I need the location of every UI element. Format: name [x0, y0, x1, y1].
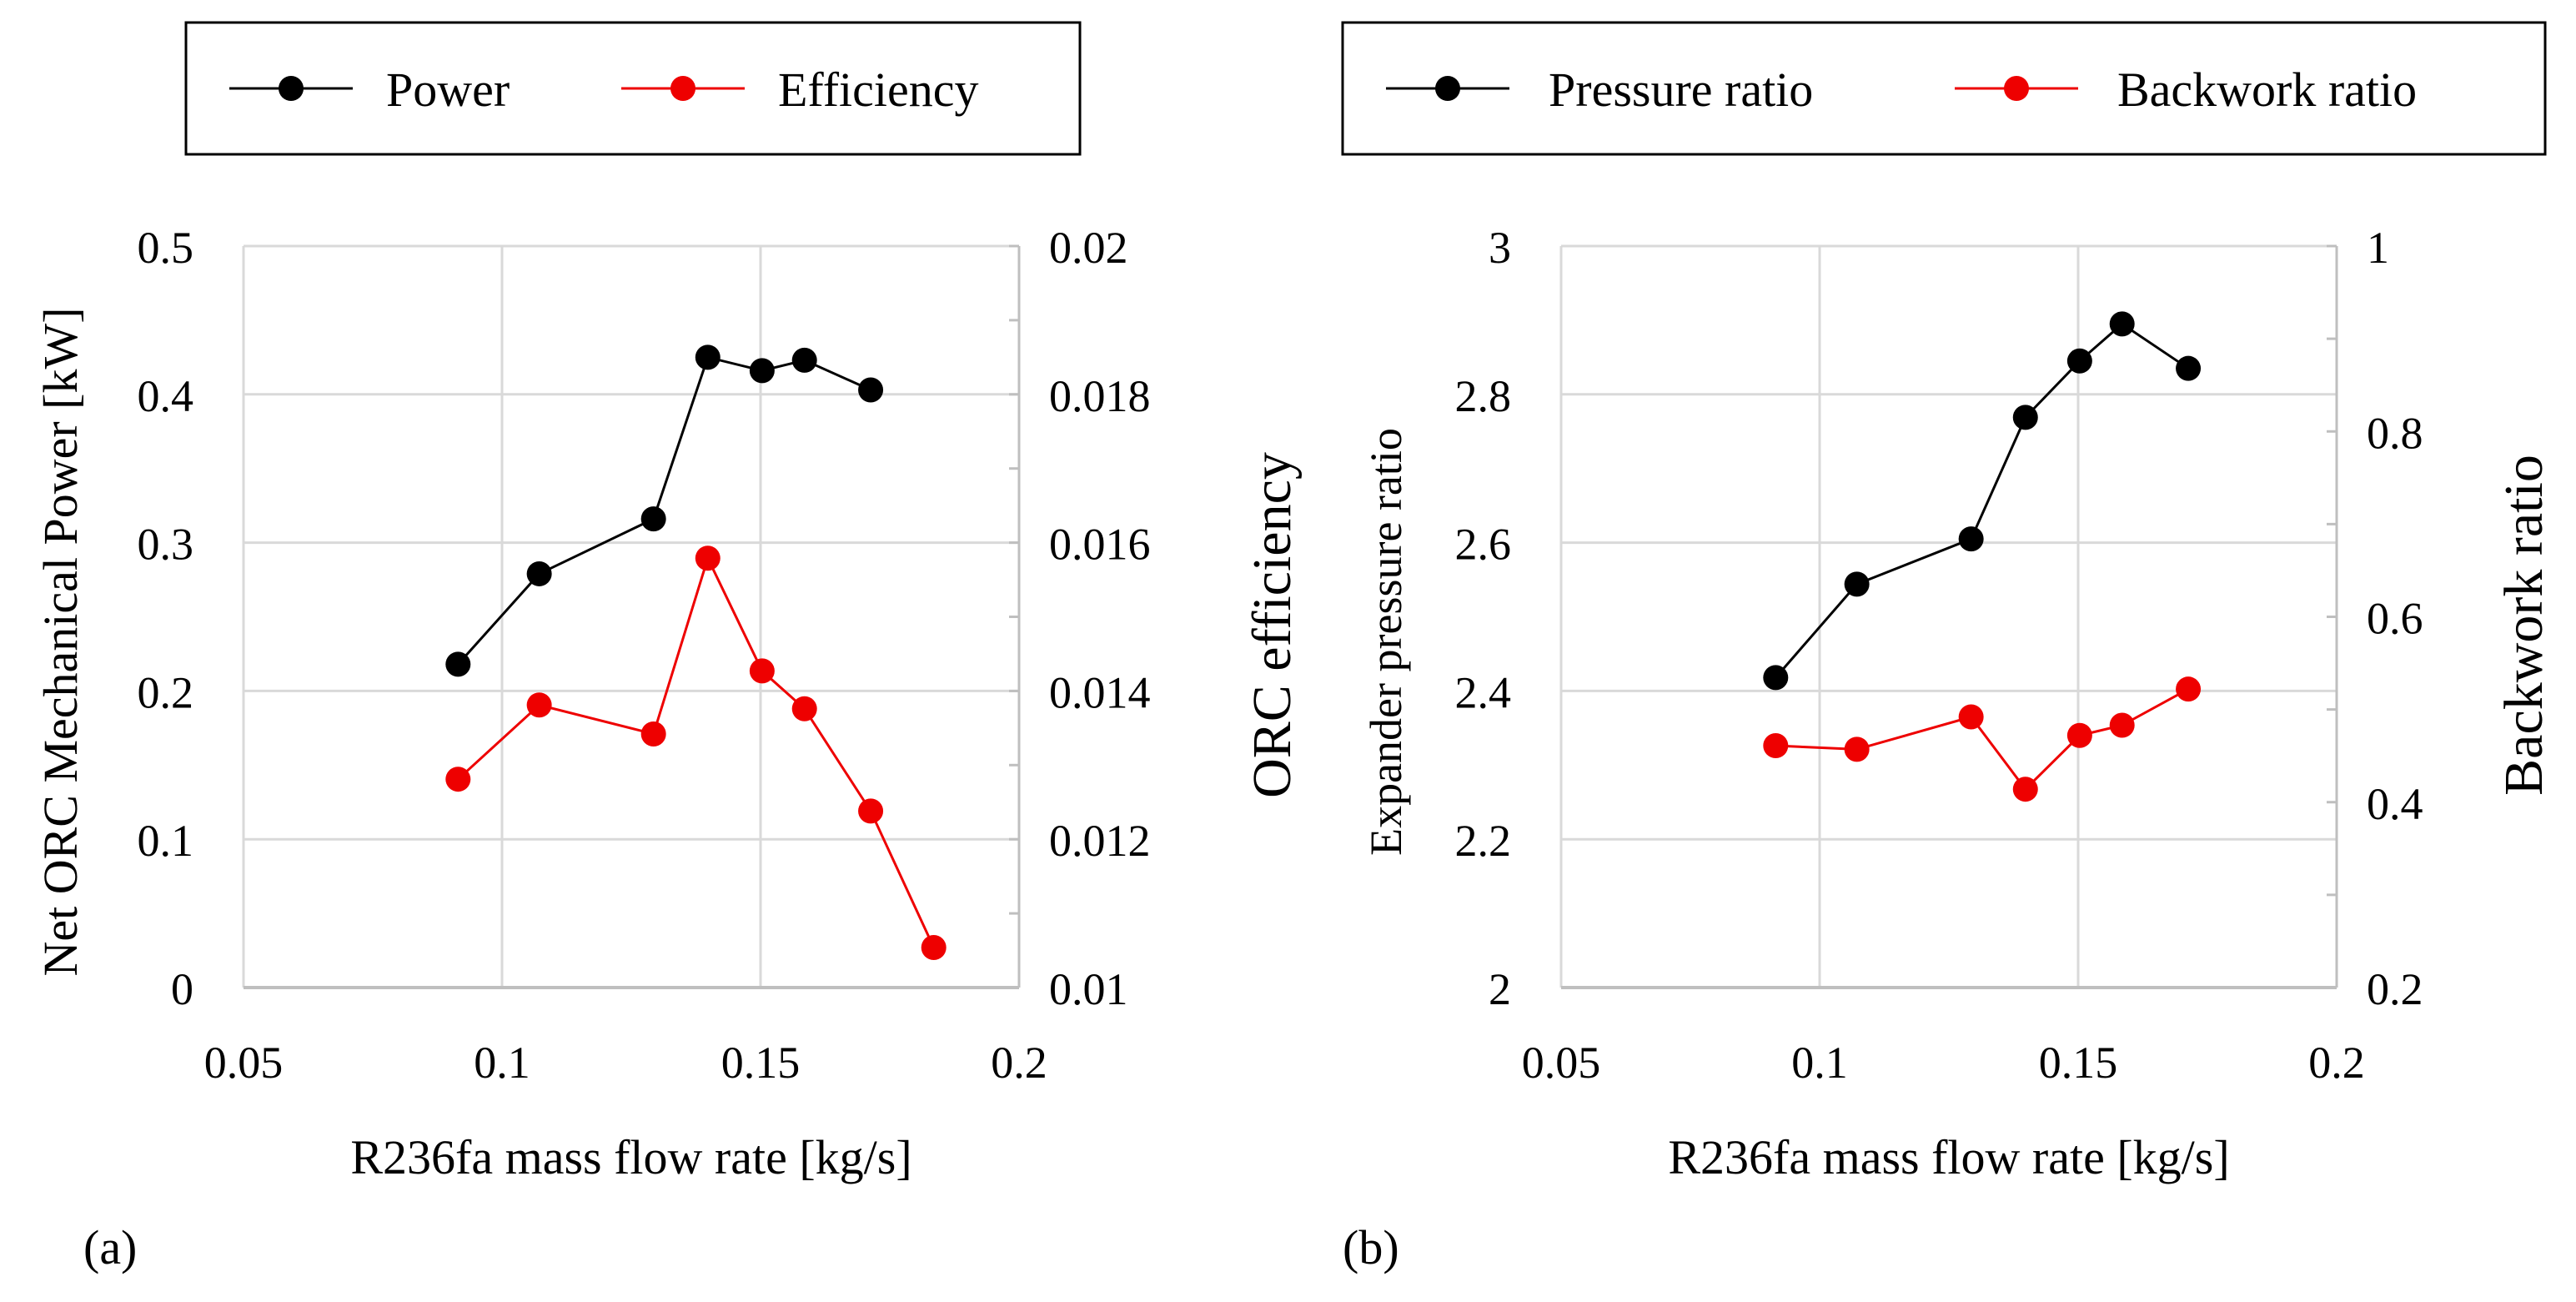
data-point — [2109, 311, 2135, 337]
y-tick-label: 2.2 — [1455, 816, 1512, 866]
x-tick-label: 0.05 — [204, 1038, 284, 1088]
data-point — [858, 798, 884, 824]
data-point — [1844, 736, 1870, 762]
data-point — [1844, 571, 1870, 597]
x-tick-label: 0.2 — [2308, 1038, 2365, 1088]
x-tick-label: 0.1 — [1791, 1038, 1848, 1088]
y2-tick-label: 0.6 — [2367, 594, 2423, 644]
y-tick-label: 2.6 — [1455, 520, 1512, 570]
panel-label: (a) — [83, 1220, 137, 1274]
y2-axis-title: Backwork ratio — [2493, 455, 2554, 796]
data-point — [445, 767, 471, 792]
series-power — [445, 344, 884, 677]
y-tick-label: 0.1 — [138, 816, 194, 866]
legend-marker — [2004, 76, 2029, 101]
y2-tick-label: 0.8 — [2367, 408, 2423, 458]
legend-label: Pressure ratio — [1549, 63, 1813, 117]
y-tick-label: 2.4 — [1455, 667, 1512, 717]
series-line — [457, 555, 936, 948]
data-point — [791, 696, 817, 721]
series-line — [1775, 687, 2189, 792]
x-tick-label: 0.15 — [2039, 1038, 2118, 1088]
x-axis-title: R236fa mass flow rate [kg/s] — [350, 1130, 911, 1184]
y2-tick-label: 0.2 — [2367, 964, 2423, 1014]
series-line — [1775, 322, 2189, 679]
y-axis-title: Expander pressure ratio — [1361, 428, 1411, 856]
data-point — [2012, 777, 2038, 802]
legend: Power Efficiency — [184, 21, 1082, 156]
y2-tick-label: 0.01 — [1049, 964, 1128, 1014]
data-point — [2066, 348, 2092, 374]
legend: Pressure ratio Backwork ratio — [1341, 21, 2547, 156]
y-tick-label: 0.3 — [138, 520, 194, 570]
data-point — [695, 545, 721, 571]
legend-marker — [670, 76, 695, 101]
x-axis-title: R236fa mass flow rate [kg/s] — [1668, 1130, 2229, 1184]
x-tick-label: 0.1 — [474, 1038, 530, 1088]
data-point — [2066, 722, 2092, 748]
chart-panel-a: 0 0.1 0.2 0.3 0.4 0.5 0.01 0.012 0.014 0.016 0.018… — [33, 223, 1303, 1184]
series-efficiency — [445, 545, 947, 960]
y2-tick-label: 0.012 — [1049, 816, 1151, 866]
y2-tick-label: 1 — [2367, 223, 2389, 273]
data-point — [1958, 704, 1984, 730]
y-tick-label: 2.8 — [1455, 371, 1512, 421]
series-pressure-ratio — [1763, 311, 2202, 691]
y-tick-label: 2 — [1489, 964, 1511, 1014]
data-point — [921, 934, 947, 960]
y-tick-label: 0.4 — [138, 371, 194, 421]
panel-label: (b) — [1343, 1220, 1399, 1274]
legend-marker — [279, 76, 304, 101]
y2-axis-title: ORC efficiency — [1242, 452, 1303, 798]
x-tick-label: 0.2 — [991, 1038, 1047, 1088]
y-tick-label: 0 — [171, 964, 193, 1014]
y2-tick-label: 0.4 — [2367, 779, 2423, 829]
y-axis-title: Net ORC Mechanical Power [kW] — [33, 307, 88, 976]
data-point — [526, 692, 552, 718]
legend-label: Power — [386, 63, 510, 117]
data-point — [526, 561, 552, 586]
data-point — [2176, 676, 2202, 702]
legend-label: Backwork ratio — [2117, 63, 2417, 117]
y2-tick-label: 0.02 — [1049, 223, 1128, 273]
data-point — [1958, 526, 1984, 552]
data-point — [791, 347, 817, 373]
legend-label: Efficiency — [778, 63, 978, 117]
chart-panel-b: 2 2.2 2.4 2.6 2.8 3 0.2 0.4 0.6 0.8 1 0.05 0.1 0.15 0.… — [1361, 223, 2554, 1184]
data-point — [749, 358, 775, 384]
y2-tick-label: 0.018 — [1049, 371, 1151, 421]
data-point — [858, 377, 884, 403]
x-tick-label: 0.15 — [721, 1038, 801, 1088]
series-backwork-ratio — [1763, 676, 2202, 802]
y-tick-label: 0.5 — [138, 223, 194, 273]
data-point — [640, 721, 666, 747]
data-point — [640, 506, 666, 532]
legend-marker — [1435, 76, 1460, 101]
data-point — [1763, 732, 1789, 758]
data-point — [1763, 665, 1789, 691]
data-point — [695, 344, 721, 370]
data-point — [2176, 355, 2202, 381]
y2-tick-label: 0.014 — [1049, 667, 1151, 717]
legend-box — [1341, 21, 2547, 156]
data-point — [749, 658, 775, 684]
y-tick-label: 3 — [1489, 223, 1511, 273]
data-point — [445, 651, 471, 677]
x-tick-label: 0.05 — [1522, 1038, 1601, 1088]
data-point — [2012, 405, 2038, 430]
y2-tick-label: 0.016 — [1049, 520, 1151, 570]
data-point — [2109, 712, 2135, 738]
y-tick-label: 0.2 — [138, 667, 194, 717]
series-line — [457, 355, 871, 666]
